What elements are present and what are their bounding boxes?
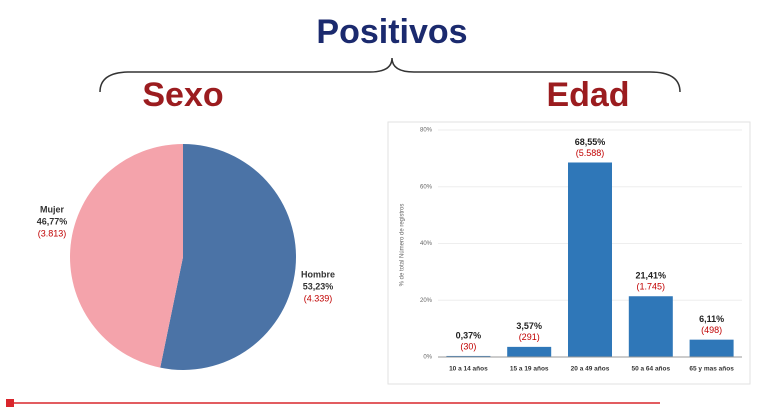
bar <box>446 355 491 357</box>
bar-value-label: 3,57% <box>516 321 542 331</box>
y-tick-label: 20% <box>420 298 433 304</box>
bar <box>628 296 673 357</box>
bar-value-label: 0,37% <box>456 330 482 340</box>
bar-count-label: (30) <box>460 341 476 351</box>
bar <box>568 162 612 357</box>
x-tick-label: 20 a 49 años <box>571 366 610 373</box>
bar-value-label: 68,55% <box>575 137 606 147</box>
slice-value-label: 53,23% <box>303 281 334 291</box>
y-tick-label: 60% <box>420 184 433 190</box>
pie-title: Sexo <box>142 76 223 114</box>
slice-label: Mujer <box>40 204 65 214</box>
slice-count-label: (4.339) <box>304 293 333 303</box>
bar <box>689 339 734 357</box>
y-tick-label: 80% <box>420 128 433 134</box>
brace <box>99 57 681 93</box>
bar <box>507 346 552 357</box>
slice-label: Hombre <box>301 269 335 279</box>
x-tick-label: 65 y mas años <box>689 366 734 373</box>
bar-count-label: (498) <box>701 325 722 335</box>
bar-frame <box>387 121 751 385</box>
x-tick-label: 15 a 19 años <box>510 366 549 373</box>
y-tick-label: 40% <box>420 241 433 247</box>
slice-value-label: 46,77% <box>37 216 68 226</box>
footer-marker <box>6 399 14 407</box>
y-tick-label: 0% <box>423 355 432 361</box>
bar-count-label: (1.745) <box>637 282 666 292</box>
x-tick-label: 10 a 14 años <box>449 366 488 373</box>
slice-count-label: (3.813) <box>38 228 67 238</box>
bar-count-label: (291) <box>519 332 540 342</box>
bar-value-label: 21,41% <box>636 271 667 281</box>
pie-slice <box>160 143 297 370</box>
x-tick-label: 50 a 64 años <box>631 366 670 373</box>
bar-value-label: 6,11% <box>699 314 724 324</box>
slide-title: Positivos <box>316 13 467 51</box>
bar-title: Edad <box>546 76 629 114</box>
y-axis-label: % de total Número de registros <box>400 204 406 287</box>
pie-slice <box>70 144 183 368</box>
bar-count-label: (5.588) <box>576 148 605 158</box>
